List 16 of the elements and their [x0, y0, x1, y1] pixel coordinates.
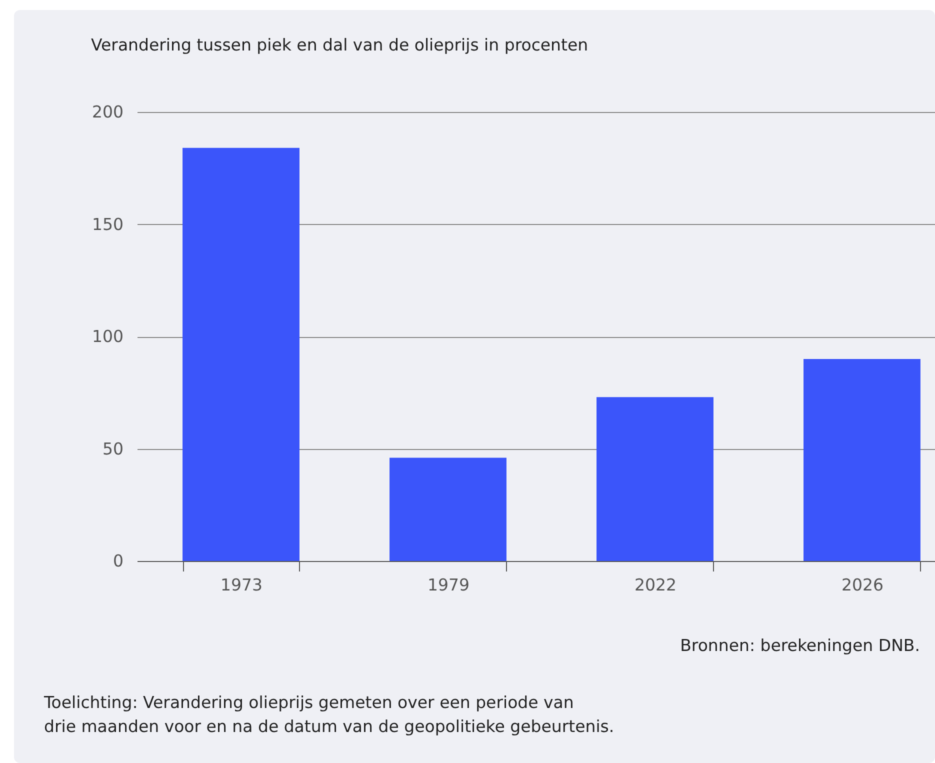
y-tick-label: 100 [92, 327, 124, 346]
text: Toelichting: Verandering olieprijs gemeten over een periode van drie maanden voor en na de datum van de geopolitieke gebeurtenis. [44, 692, 614, 738]
text: Bronnen: berekeningen DNB. [680, 635, 920, 657]
bar [390, 458, 506, 561]
x-tick-label: 2022 [634, 576, 676, 594]
chart-title: Verandering tussen piek en dal van de olieprijs in procenten [91, 36, 588, 54]
x-tick-label: 2026 [841, 576, 884, 594]
y-tick-label: 150 [92, 214, 124, 234]
y-tick-label: 200 [92, 102, 124, 122]
x-tick-label: 1979 [428, 576, 470, 594]
x-tick-label: 1973 [220, 576, 263, 594]
y-tick-label: 0 [113, 552, 124, 570]
bar [182, 148, 300, 561]
bar [804, 358, 920, 561]
bar [596, 397, 714, 561]
y-tick-label: 50 [102, 439, 124, 458]
